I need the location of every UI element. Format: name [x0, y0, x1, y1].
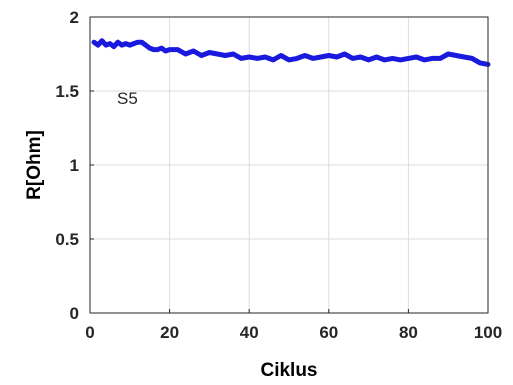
- x-tick-label-1: 20: [160, 323, 179, 342]
- x-tick-label-5: 100: [474, 323, 502, 342]
- y-tick-label-4: 2: [70, 8, 79, 27]
- y-tick-label-3: 1.5: [55, 82, 79, 101]
- tick-labels: 0 20 40 60 80 100 0 0.5 1 1.5 2: [55, 8, 502, 342]
- y-axis-title: R[Ohm]: [24, 130, 45, 200]
- x-tick-label-3: 60: [319, 323, 338, 342]
- x-tick-label-2: 40: [240, 323, 259, 342]
- x-tick-label-4: 80: [399, 323, 418, 342]
- series-layer: [91, 38, 491, 67]
- x-tick-label-0: 0: [85, 323, 94, 342]
- y-tick-label-2: 1: [70, 156, 79, 175]
- series-line-0: [91, 38, 491, 67]
- y-tick-label-0: 0: [70, 304, 79, 323]
- y-tick-label-1: 0.5: [55, 230, 79, 249]
- series-annotation-label: S5: [117, 89, 138, 108]
- x-axis-title: Ciklus: [260, 360, 317, 381]
- grid-lines: [90, 17, 488, 313]
